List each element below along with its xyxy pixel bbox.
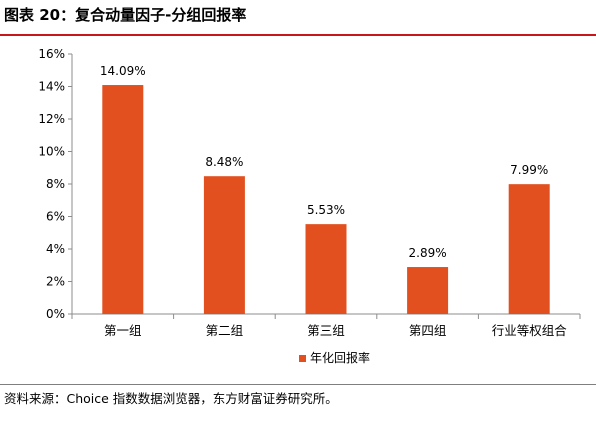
x-tick-label: 第三组	[307, 323, 345, 338]
source-note: 资料来源：Choice 指数数据浏览器，东方财富证券研究所。	[4, 391, 338, 406]
figure-title: 图表 20：复合动量因子-分组回报率	[4, 6, 247, 24]
x-tick-label: 第一组	[104, 323, 142, 338]
x-tick-label: 行业等权组合	[492, 323, 568, 338]
x-tick-label: 第二组	[206, 323, 244, 338]
y-tick-label: 12%	[38, 112, 65, 126]
bar-series: 14.09% 8.48% 5.53% 2.89% 7.99%	[100, 64, 550, 314]
data-label: 5.53%	[307, 203, 345, 217]
y-axis: 0% 2% 4% 6% 8% 10% 12% 14% 16%	[38, 47, 73, 321]
data-label: 2.89%	[409, 246, 447, 260]
legend-swatch	[299, 355, 306, 362]
title-divider	[0, 34, 596, 36]
y-tick-label: 2%	[46, 275, 65, 289]
data-label: 8.48%	[205, 155, 243, 169]
y-tick-label: 10%	[38, 145, 65, 159]
y-tick-label: 16%	[38, 47, 65, 61]
legend-label: 年化回报率	[310, 350, 370, 365]
y-tick-label: 8%	[46, 177, 65, 191]
bar	[102, 85, 144, 314]
data-label: 7.99%	[510, 163, 548, 177]
legend: 年化回报率	[299, 350, 370, 365]
y-tick-label: 4%	[46, 242, 65, 256]
y-tick-label: 6%	[46, 210, 65, 224]
footer-divider	[0, 384, 596, 385]
x-tick-label: 第四组	[409, 323, 447, 338]
y-tick-label: 0%	[46, 307, 65, 321]
bar	[407, 267, 449, 314]
data-label: 14.09%	[100, 64, 146, 78]
bar	[203, 176, 245, 314]
x-axis: 第一组 第二组 第三组 第四组 行业等权组合	[71, 313, 581, 338]
bar	[508, 184, 550, 314]
bar	[305, 224, 347, 314]
bar-chart: 0% 2% 4% 6% 8% 10% 12% 14% 16% 第一组 第二组 第三组 第四组 行业等权组…	[38, 47, 581, 365]
y-tick-label: 14%	[38, 80, 65, 94]
